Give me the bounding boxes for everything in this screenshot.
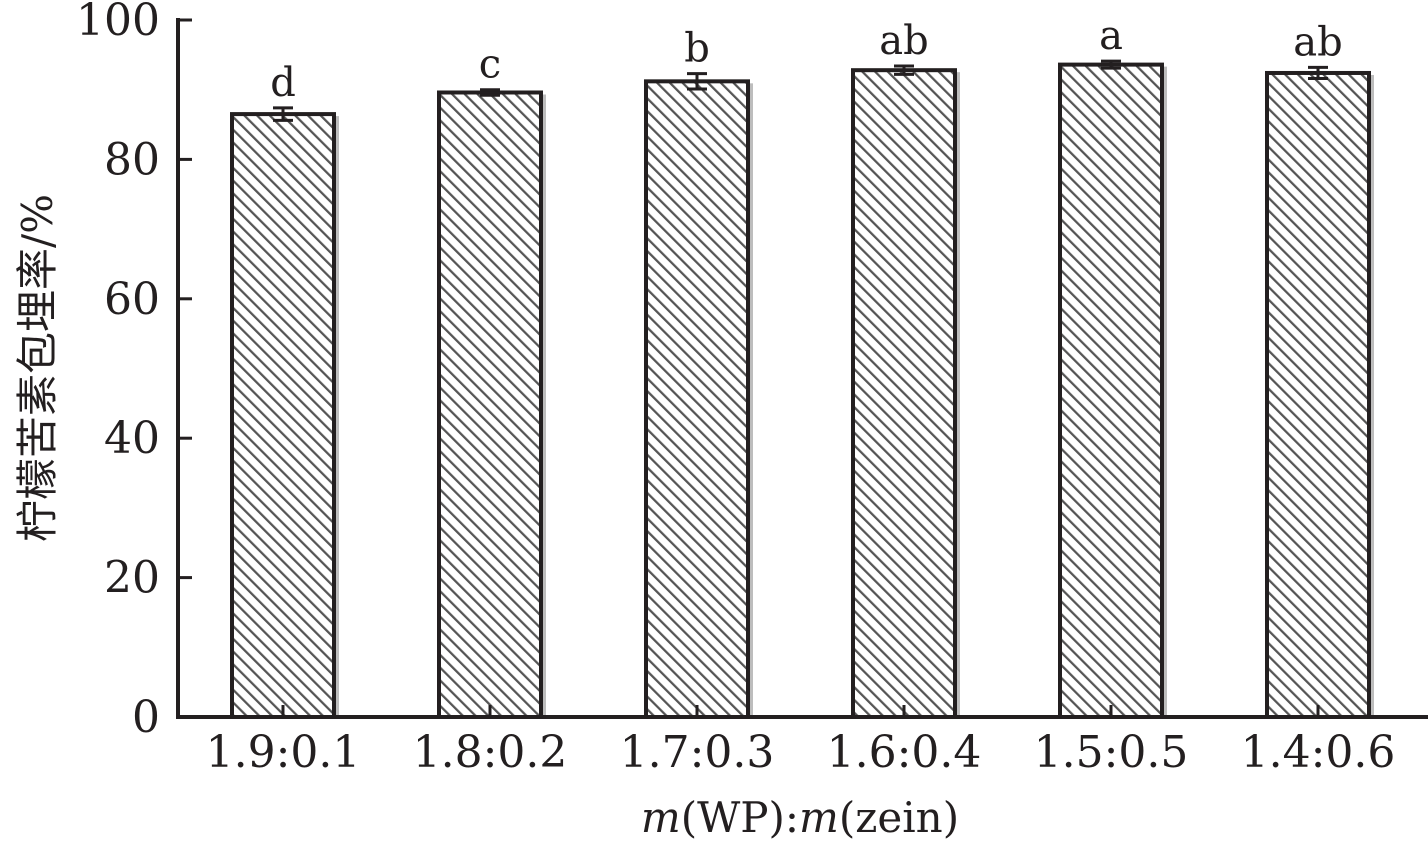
y-tick-label: 60 xyxy=(104,274,160,325)
bar-1 xyxy=(230,112,336,720)
y-tick-label: 40 xyxy=(104,413,160,464)
significance-label: c xyxy=(479,42,501,88)
y-tick-label: 0 xyxy=(132,692,160,743)
x-tick-label: 1.6:0.4 xyxy=(827,727,982,778)
x-tick-label: 1.8:0.2 xyxy=(413,727,568,778)
x-axis-title: m(WP):m(zein) xyxy=(641,793,959,842)
error-bars-group xyxy=(273,59,1328,122)
significance-label: d xyxy=(270,60,296,106)
x-axis-title-m1: m xyxy=(641,793,681,842)
error-bar xyxy=(894,64,914,76)
x-tick-label: 1.5:0.5 xyxy=(1034,727,1189,778)
bar-3 xyxy=(644,79,750,719)
x-axis-title-mid: (WP): xyxy=(681,793,799,842)
bar-4 xyxy=(851,68,957,719)
significance-labels-group: d c b ab a ab xyxy=(270,13,1343,106)
y-tick-label: 20 xyxy=(104,553,160,604)
significance-label: ab xyxy=(1293,19,1342,65)
x-axis-title-end: (zein) xyxy=(839,793,959,842)
bars-group xyxy=(230,62,1374,720)
x-axis-title-m2: m xyxy=(799,793,839,842)
y-tick-label: 100 xyxy=(76,0,160,46)
bar-6 xyxy=(1265,70,1371,720)
error-bar xyxy=(1101,59,1121,70)
error-bar xyxy=(1308,65,1328,81)
significance-label: b xyxy=(684,26,710,72)
axes-group xyxy=(176,18,1428,719)
bar-2 xyxy=(437,90,543,720)
x-tick-label: 1.7:0.3 xyxy=(620,727,775,778)
error-bar xyxy=(687,72,707,91)
x-tick-label: 1.9:0.1 xyxy=(206,727,361,778)
y-axis-title: 柠檬苦素包埋率/% xyxy=(13,194,62,542)
significance-label: ab xyxy=(879,18,928,64)
error-bar xyxy=(273,106,293,122)
error-bar xyxy=(480,88,500,97)
significance-label: a xyxy=(1099,13,1123,59)
y-ticks-group: 0 20 40 60 80 100 xyxy=(76,0,192,743)
x-tick-label: 1.4:0.6 xyxy=(1241,727,1396,778)
x-ticks-group: 1.9:0.1 1.8:0.2 1.7:0.3 1.6:0.4 1.5:0.5 1.4:0… xyxy=(206,705,1396,778)
y-tick-label: 80 xyxy=(104,134,160,185)
bar-5 xyxy=(1058,62,1164,720)
